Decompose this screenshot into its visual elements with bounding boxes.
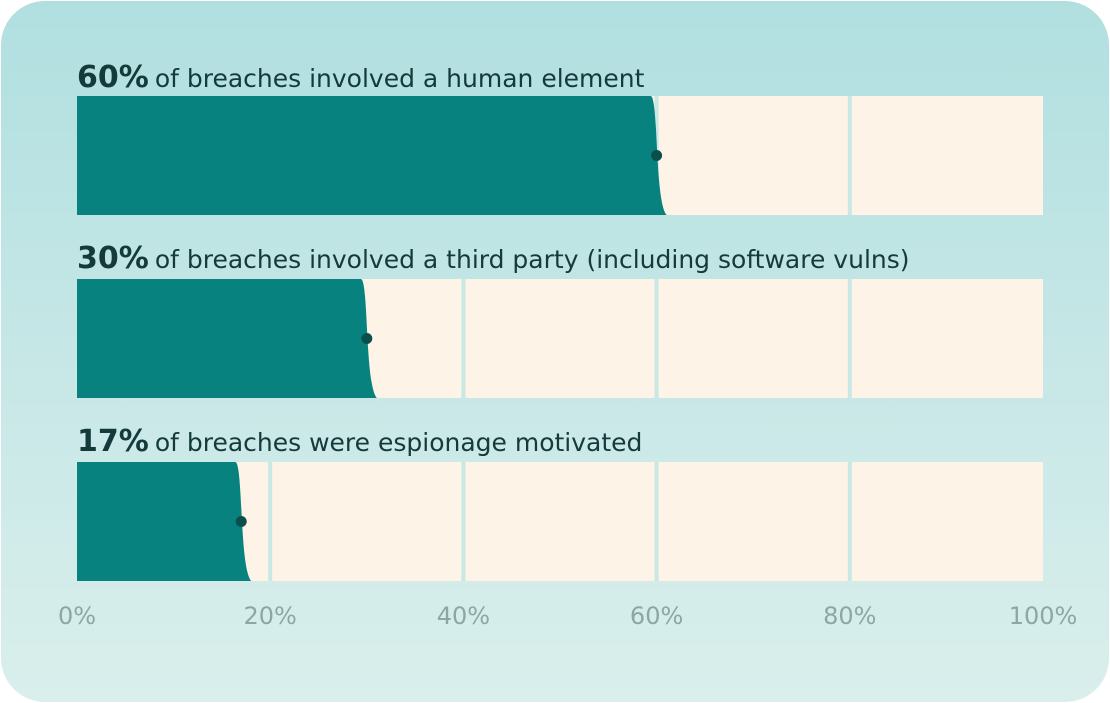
category-label: of breaches involved a third party (incl… xyxy=(155,245,910,274)
x-tick-label: 0% xyxy=(58,602,96,630)
bar-title: 60% of breaches involved a human element xyxy=(77,60,645,95)
bar-marker xyxy=(361,333,373,344)
bar-marker xyxy=(235,516,247,527)
bar-title: 17% of breaches were espionage motivated xyxy=(77,424,642,459)
value-label: 17% xyxy=(77,424,149,459)
category-label: of breaches were espionage motivated xyxy=(155,428,643,457)
x-tick-label: 20% xyxy=(244,602,297,630)
x-tick-label: 80% xyxy=(823,602,876,630)
bar xyxy=(77,462,252,581)
x-tick-label: 60% xyxy=(630,602,683,630)
x-tick-label: 40% xyxy=(437,602,490,630)
bar-marker xyxy=(651,150,663,161)
x-tick-label: 100% xyxy=(1009,602,1078,630)
value-label: 60% xyxy=(77,60,149,95)
bar xyxy=(77,96,667,215)
value-label: 30% xyxy=(77,241,149,276)
bar xyxy=(77,279,377,398)
bar-title: 30% of breaches involved a third party (i… xyxy=(77,241,910,276)
category-label: of breaches involved a human element xyxy=(155,64,645,93)
